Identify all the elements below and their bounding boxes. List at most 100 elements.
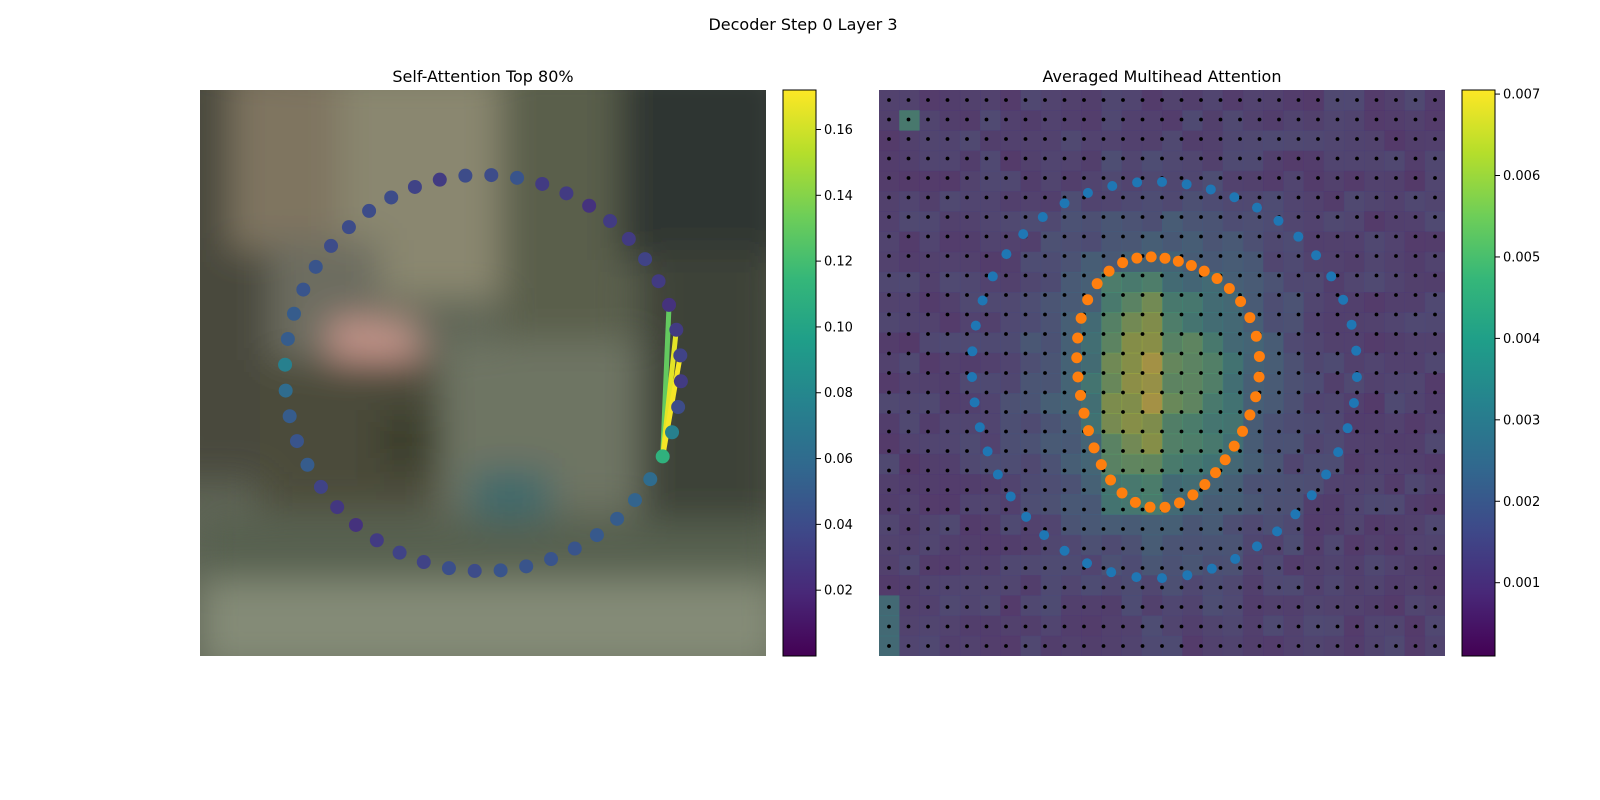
- grid-dot: [1062, 351, 1067, 356]
- heatmap-cell: [1182, 90, 1203, 111]
- grid-dot: [1394, 312, 1398, 317]
- grid-dot: [1433, 488, 1437, 492]
- grid-dot: [1023, 468, 1028, 473]
- heatmap-cell: [1364, 635, 1385, 656]
- grid-dot: [1238, 254, 1242, 258]
- heatmap-cell: [1283, 554, 1304, 576]
- contour-point: [1074, 389, 1086, 401]
- grid-dot: [1277, 488, 1281, 492]
- heatmap-cell: [1081, 251, 1102, 273]
- grid-dot: [1199, 624, 1203, 629]
- heatmap-cell: [919, 474, 941, 495]
- heatmap-cell: [1242, 615, 1264, 637]
- heatmap-cell: [1303, 615, 1325, 637]
- grid-dot: [1394, 273, 1398, 278]
- heatmap-cell: [919, 170, 941, 192]
- grid-dot: [1043, 156, 1047, 161]
- heatmap-cell: [1384, 130, 1406, 152]
- heatmap-cell: [1162, 575, 1183, 596]
- grid-dot: [1004, 527, 1008, 531]
- heatmap-cell: [1303, 110, 1325, 131]
- grid-dot: [984, 566, 989, 570]
- heatmap-cell: [1182, 575, 1203, 596]
- colorbar-tick-label: 0.16: [824, 123, 853, 138]
- heatmap-cell: [1182, 373, 1203, 394]
- grid-dot: [1062, 488, 1067, 492]
- heatmap-cell: [1020, 413, 1042, 435]
- heatmap-cell: [1060, 90, 1082, 111]
- grid-dot: [1433, 624, 1437, 629]
- grid-dot: [965, 137, 969, 141]
- grid-dot: [1316, 137, 1320, 141]
- contour-point: [1116, 487, 1128, 499]
- grid-dot: [1277, 624, 1281, 629]
- grid-dot: [1082, 215, 1086, 219]
- grid-dot: [1140, 117, 1145, 122]
- grid-dot: [1433, 312, 1437, 317]
- grid-dot: [926, 566, 930, 570]
- left-colorbar-gradient: [782, 89, 817, 657]
- grid-dot: [1179, 546, 1184, 551]
- heatmap-cell: [1101, 575, 1123, 596]
- heatmap-cell: [1040, 150, 1062, 172]
- grid-dot: [1296, 195, 1301, 200]
- heatmap-cell: [1343, 130, 1365, 152]
- heatmap-cell: [1101, 373, 1123, 394]
- heatmap-cell: [1040, 373, 1062, 394]
- grid-dot: [1394, 527, 1398, 531]
- heatmap-cell: [959, 211, 981, 232]
- grid-dot: [1043, 390, 1047, 395]
- heatmap-cell: [1162, 231, 1183, 253]
- grid-dot: [1121, 351, 1125, 356]
- grid-dot: [1160, 527, 1164, 531]
- contour-point: [1173, 497, 1185, 509]
- heatmap-cell: [1081, 211, 1102, 232]
- heatmap-cell: [899, 231, 920, 253]
- heatmap-cell: [1121, 635, 1143, 656]
- grid-dot: [1316, 449, 1320, 453]
- contour-point: [655, 449, 670, 464]
- grid-dot: [1121, 605, 1125, 609]
- colorbar-tick-label: 0.08: [824, 386, 853, 401]
- grid-dot: [1316, 117, 1320, 122]
- heatmap-cell: [939, 312, 961, 334]
- grid-dot: [1374, 351, 1379, 356]
- grid-dot: [1179, 332, 1184, 336]
- heatmap-cell: [1343, 534, 1365, 556]
- heatmap-cell: [1020, 312, 1042, 334]
- heatmap-cell: [1202, 635, 1224, 656]
- grid-dot: [1121, 566, 1125, 570]
- heatmap-cell: [1040, 332, 1062, 354]
- grid-dot: [1296, 215, 1301, 219]
- grid-dot: [1043, 273, 1047, 278]
- contour-point: [1342, 423, 1353, 434]
- heatmap-cell: [1162, 271, 1183, 293]
- grid-dot: [1316, 566, 1320, 570]
- grid-dot: [1121, 449, 1125, 453]
- heatmap-cell: [980, 635, 1001, 656]
- grid-dot: [1394, 429, 1398, 434]
- grid-dot: [1199, 468, 1203, 473]
- grid-dot: [1062, 98, 1067, 102]
- grid-dot: [945, 312, 950, 317]
- contour-point: [1082, 187, 1093, 198]
- heatmap-cell: [1182, 453, 1203, 475]
- grid-dot: [1413, 468, 1418, 473]
- heatmap-cell: [1182, 191, 1203, 212]
- heatmap-cell: [1040, 312, 1062, 334]
- grid-dot: [1023, 215, 1028, 219]
- contour-point: [1159, 252, 1171, 264]
- heatmap-cell: [1121, 231, 1143, 253]
- grid-dot: [1277, 98, 1281, 102]
- heatmap-cell: [1101, 191, 1123, 212]
- contour-point: [1346, 319, 1357, 330]
- grid-dot: [984, 176, 989, 180]
- grid-dot: [1296, 254, 1301, 258]
- grid-dot: [1394, 410, 1398, 414]
- heatmap-cell: [1404, 494, 1426, 515]
- heatmap-cell: [1101, 453, 1123, 475]
- heatmap-cell: [1364, 130, 1385, 152]
- heatmap-cell: [1364, 393, 1385, 414]
- grid-dot: [1316, 410, 1320, 414]
- grid-dot: [984, 527, 989, 531]
